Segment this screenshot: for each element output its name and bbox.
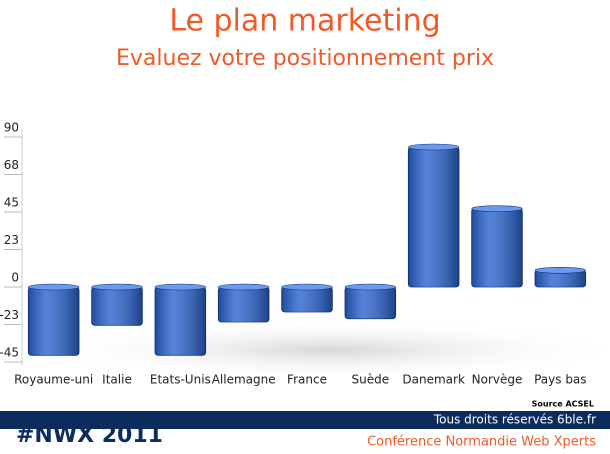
bar-group [471,205,523,288]
floor-shadow [30,320,610,380]
bar-cap [218,283,270,291]
x-tick-label: Italie [102,373,132,387]
bar-cap [28,283,80,291]
bar-group [281,283,333,313]
chart-subtitle: Evaluez votre positionnement prix [116,46,494,71]
bar [91,286,143,326]
bar-cap [471,205,523,212]
bar [27,286,80,356]
bar-cap [91,283,143,291]
bar [217,286,270,323]
y-tick-label: 68 [4,158,19,172]
bar [344,286,397,320]
footer-band [0,411,610,429]
bar-group [154,283,207,356]
x-tick-label: Etats-Unis [150,373,211,387]
x-tick-label: Suède [352,373,390,387]
conference: Conférence Normandie Web Xperts [367,435,596,450]
y-tick-label: -45 [0,346,19,360]
bar-group [27,283,80,356]
x-tick-label: Pays bas [534,373,586,387]
bar-cap [408,143,460,151]
bar-cap [281,283,333,291]
bar [407,146,460,288]
x-tick-label: Norvège [472,373,523,387]
bar [471,208,523,288]
x-tick-label: Royaume-uni [14,373,93,387]
bar-group [217,283,270,323]
bar-group [91,283,143,326]
y-tick-label: 0 [11,271,19,285]
bar-cap [344,283,396,291]
bar-group [344,283,397,320]
y-tick-label: 90 [4,121,19,135]
source: Source ACSEL [532,400,594,409]
x-tick-label: Allemagne [212,373,276,387]
bar-cap [154,283,206,291]
bar [154,286,207,356]
y-tick-label: 45 [4,196,19,210]
bar-group [534,267,587,288]
bar-group [407,143,460,288]
y-tick-label: 23 [4,233,19,247]
x-tick-label: France [287,373,327,387]
y-tick-label: -23 [0,308,19,322]
logo: #NWX 2011 [16,423,163,448]
rights: Tous droits réservés 6ble.fr [433,413,596,427]
bar-cap [534,267,586,274]
x-tick-label: Danemark [402,373,465,387]
bar [281,286,333,313]
chart-title: Le plan marketing [169,4,440,39]
